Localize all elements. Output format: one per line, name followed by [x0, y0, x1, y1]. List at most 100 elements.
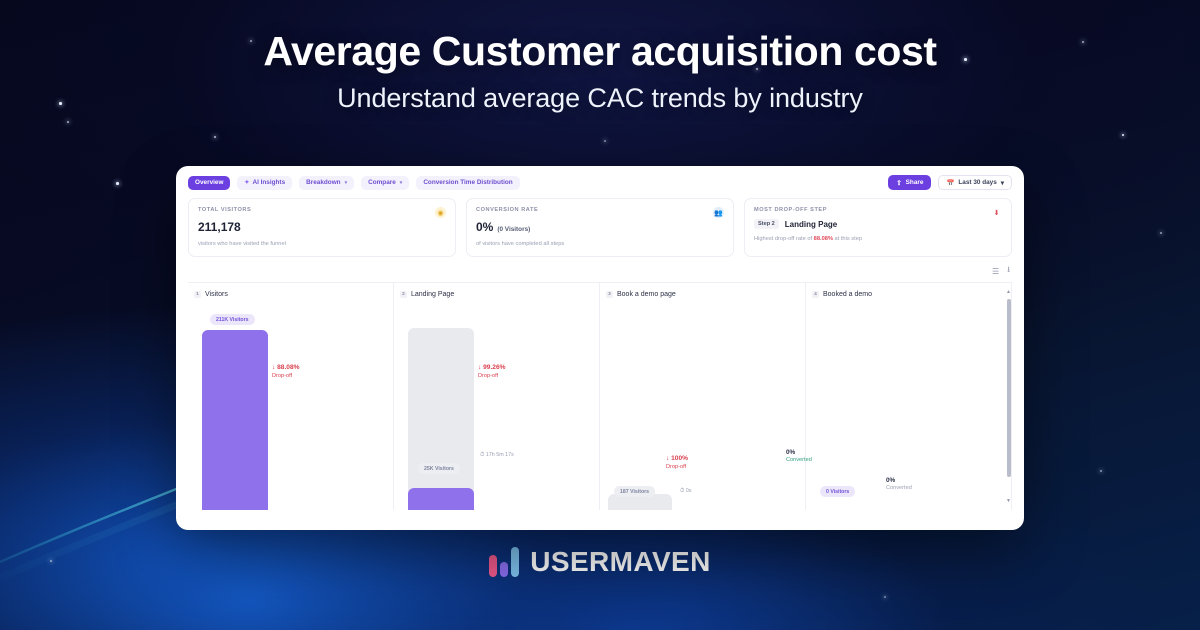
dropoff-annotation: ↓ 99.26% Drop-off	[478, 364, 506, 379]
down-arrow-icon: ⬇	[993, 209, 1000, 217]
dropoff-caption: Drop-off	[272, 373, 293, 379]
funnel-scrollbar[interactable]: ▲ ▼	[1006, 289, 1011, 504]
hero-heading-block: Average Customer acquisition cost Unders…	[0, 28, 1200, 114]
kpi-value: 211,178	[198, 220, 241, 234]
tab-overview[interactable]: Overview	[188, 175, 231, 190]
funnel-step-header: 1 Visitors	[188, 283, 393, 298]
step-title: Landing Page	[411, 291, 455, 298]
share-button-label: Share	[905, 179, 924, 186]
tab-conversion-time-distribution-label: Conversion Time Distribution	[423, 179, 513, 186]
dropoff-caption: Drop-off	[666, 464, 687, 470]
chevron-down-icon: ▾	[399, 179, 403, 186]
page-subtitle: Understand average CAC trends by industr…	[337, 83, 863, 114]
kpi-card-conversion-rate: CONVERSION RATE 👥 0% (0 Visitors) of vis…	[466, 198, 734, 257]
share-icon: ⇧	[896, 179, 902, 187]
export-bar: ☰ ⭳	[176, 257, 1024, 282]
funnel-step-header: 4 Booked a demo	[806, 283, 1011, 298]
step-title: Visitors	[205, 291, 228, 298]
kpi-card-most-dropoff-step: MOST DROP-OFF STEP ⬇ Step 2 Landing Page…	[744, 198, 1012, 257]
share-button[interactable]: ⇧ Share	[888, 175, 932, 190]
gold-coin-icon: ◉	[435, 207, 446, 218]
dropoff-annotation: ↓ 100% Drop-off	[666, 455, 688, 470]
funnel-bar[interactable]	[202, 330, 268, 510]
tab-compare-label: Compare	[368, 179, 396, 186]
date-range-label: Last 30 days	[958, 179, 997, 186]
converted-annotation: 0% Converted	[786, 449, 812, 463]
converted-annotation: 0% Converted	[886, 477, 912, 491]
visitors-chip: 187 Visitors	[614, 486, 656, 497]
converted-pct: 0%	[886, 477, 896, 484]
logo-wordmark: USERMAVEN	[530, 546, 711, 577]
tab-conversion-time-distribution[interactable]: Conversion Time Distribution	[416, 175, 520, 190]
funnel-step-booked-a-demo: 4 Booked a demo 0 Visitors 0% Converted	[806, 283, 1012, 510]
dropoff-annotation: ↓ 88.08% Drop-off	[272, 364, 300, 379]
list-view-icon[interactable]: ☰	[992, 266, 1000, 276]
step-title: Book a demo page	[617, 291, 676, 298]
sparkle-icon: ✦	[244, 180, 250, 186]
step-number: 4	[812, 291, 819, 298]
tab-ai-insights[interactable]: ✦ AI Insights	[237, 175, 293, 190]
kpi-value-row: 211,178	[198, 220, 446, 234]
chevron-down-icon: ▾	[1000, 179, 1004, 187]
kpi-footnote: Highest drop-off rate of 88.08% at this …	[754, 236, 1002, 242]
scroll-up-icon[interactable]: ▲	[1006, 289, 1011, 295]
chevron-down-icon: ▾	[344, 179, 348, 186]
kpi-card-total-visitors: TOTAL VISITORS ◉ 211,178 visitors who ha…	[188, 198, 456, 257]
funnel-bar[interactable]	[408, 488, 474, 510]
tab-overview-label: Overview	[195, 179, 224, 186]
dropoff-step-row: Step 2 Landing Page	[754, 219, 1002, 229]
tab-compare[interactable]: Compare ▾	[361, 175, 410, 190]
kpi-label: CONVERSION RATE	[476, 207, 539, 213]
kpi-footnote-emphasis: 88.08%	[813, 236, 833, 242]
dropoff-caption: Drop-off	[478, 373, 499, 379]
tab-breakdown-label: Breakdown	[306, 179, 341, 186]
dropoff-pct: ↓ 99.26%	[478, 364, 506, 371]
funnel-step-header: 2 Landing Page	[394, 283, 599, 298]
logo-bar-blue	[511, 547, 520, 577]
download-icon[interactable]: ⭳	[1007, 265, 1010, 274]
kpi-value: 0%	[476, 220, 494, 234]
toolbar: Overview ✦ AI Insights Breakdown ▾ Compa…	[176, 166, 1024, 196]
logo-bars-icon	[489, 547, 520, 577]
tab-ai-insights-label: AI Insights	[252, 179, 286, 186]
funnel-step-visitors: 1 Visitors 211K Visitors ↓ 88.08% Drop-o…	[188, 283, 394, 510]
page-title: Average Customer acquisition cost	[263, 28, 937, 74]
step-number: 1	[194, 291, 201, 298]
converted-caption: Converted	[786, 457, 812, 463]
people-icon: 👥	[713, 207, 724, 218]
funnel-chart: 1 Visitors 211K Visitors ↓ 88.08% Drop-o…	[188, 282, 1012, 510]
dropoff-pct: ↓ 88.08%	[272, 364, 300, 371]
kpi-value-row: 0% (0 Visitors)	[476, 220, 724, 234]
funnel-step-landing-page: 2 Landing Page 25K Visitors ⏱ 17h 5m 17s…	[394, 283, 600, 510]
dropoff-pct: ↓ 100%	[666, 455, 689, 462]
kpi-footnote: of visitors have completed all steps	[476, 241, 565, 247]
funnel-bar-track	[608, 494, 672, 510]
step-title: Booked a demo	[823, 291, 873, 298]
scrollbar-thumb[interactable]	[1006, 299, 1011, 477]
kpi-footnote: visitors who have visited the funnel	[198, 241, 286, 247]
funnel-step-header: 3 Book a demo page	[600, 283, 805, 298]
step-number: 2	[400, 291, 407, 298]
app-window: Overview ✦ AI Insights Breakdown ▾ Compa…	[176, 166, 1024, 530]
funnel-bar-track	[408, 328, 474, 510]
visitors-chip: 25K Visitors	[418, 463, 460, 474]
kpi-label: TOTAL VISITORS	[198, 207, 252, 213]
step-time-annotation: ⏱ 17h 5m 17s	[480, 452, 514, 458]
step-time-annotation: ⏱ 0s	[680, 488, 692, 494]
visitors-chip: 0 Visitors	[820, 486, 856, 497]
kpi-row: TOTAL VISITORS ◉ 211,178 visitors who ha…	[176, 196, 1024, 257]
kpi-footnote-pre: Highest drop-off rate of	[754, 236, 814, 242]
tab-breakdown[interactable]: Breakdown ▾	[299, 175, 355, 190]
logo-bar-purple	[500, 562, 509, 577]
step-number: 3	[606, 291, 613, 298]
converted-caption: Converted	[886, 485, 912, 491]
step-badge: Step 2	[754, 219, 779, 229]
visitors-chip: 211K Visitors	[210, 314, 255, 325]
date-range-picker[interactable]: 📅 Last 30 days ▾	[938, 175, 1012, 190]
kpi-footnote-post: at this step	[832, 236, 863, 242]
scroll-down-icon[interactable]: ▼	[1006, 498, 1011, 504]
calendar-icon: 📅	[946, 179, 955, 187]
logo-bar-pink	[489, 555, 498, 577]
step-name: Landing Page	[784, 219, 838, 229]
